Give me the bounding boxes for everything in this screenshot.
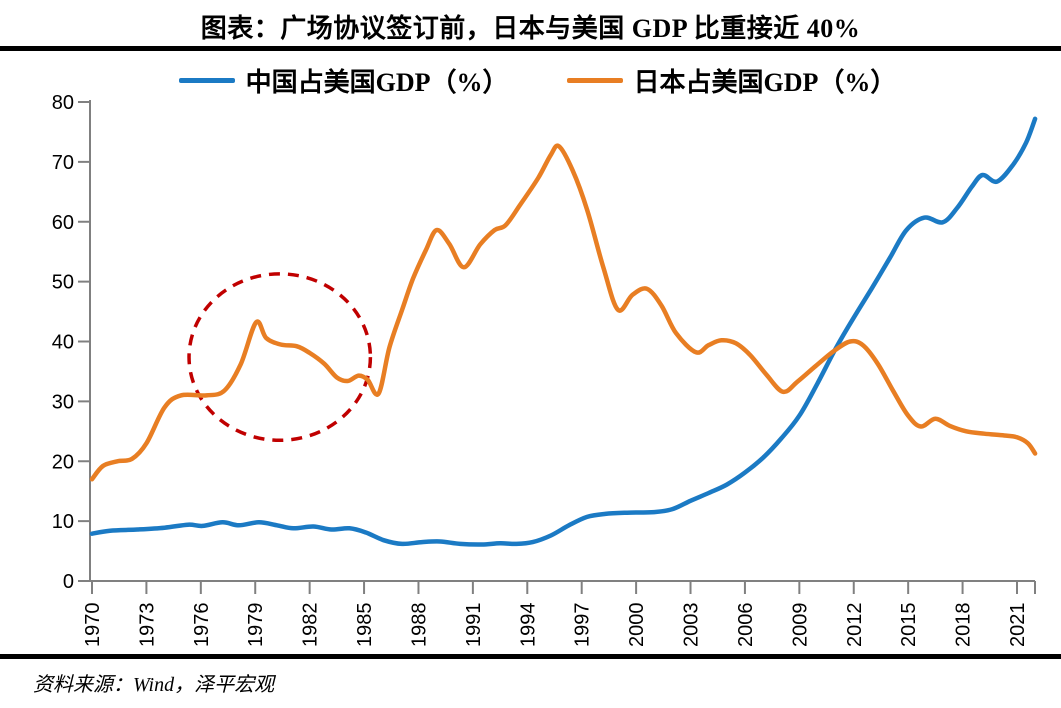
- top-divider-rule: [0, 46, 1061, 51]
- x-tick-label: 1985: [354, 603, 376, 648]
- x-tick-label: 2012: [844, 603, 866, 648]
- x-tick-label: 1976: [191, 603, 213, 648]
- bottom-divider-rule: [0, 654, 1061, 659]
- source-note: 资料来源：Wind，泽平宏观: [33, 674, 275, 696]
- annotation-dashed-circle: [187, 272, 373, 443]
- y-tick-label: 40: [52, 332, 74, 354]
- y-tick-label: 30: [52, 391, 74, 413]
- x-tick-label: 1991: [463, 603, 485, 648]
- y-tick-label: 60: [52, 212, 74, 234]
- x-tick-label: 2018: [953, 603, 975, 648]
- chart-title: 图表：广场协议签订前，日本与美国 GDP 比重接近 40%: [200, 14, 861, 43]
- x-tick-label: 1970: [82, 603, 104, 648]
- x-tick-label: 1982: [300, 603, 322, 648]
- x-tick-label: 2009: [789, 603, 811, 648]
- x-tick-label: 1997: [572, 603, 594, 648]
- x-tick-label: 2021: [1007, 603, 1029, 648]
- x-tick-label: 2006: [735, 603, 757, 648]
- legend-item-china: 中国占美国GDP（%）: [178, 62, 509, 99]
- y-tick-label: 50: [52, 272, 74, 294]
- y-tick-label: 0: [63, 571, 74, 593]
- x-tick-label: 1979: [245, 603, 267, 648]
- y-tick-label: 80: [52, 92, 74, 114]
- legend-item-japan: 日本占美国GDP（%）: [566, 62, 897, 99]
- japan-line-swatch: [566, 77, 623, 83]
- chart-legend: 中国占美国GDP（%） 日本占美国GDP（%）: [0, 60, 1061, 100]
- y-tick-label: 10: [52, 511, 74, 533]
- y-tick-label: 20: [52, 451, 74, 473]
- japan-series-line: [89, 143, 1038, 482]
- x-tick-label: 2003: [681, 603, 703, 648]
- y-tick-label: 70: [52, 152, 74, 174]
- x-tick-label: 1973: [136, 603, 158, 648]
- legend-label-japan: 日本占美国GDP（%）: [633, 67, 897, 97]
- x-tick-label: 2000: [626, 603, 648, 648]
- x-tick-label: 1988: [408, 603, 430, 648]
- x-tick-label: 1994: [517, 603, 539, 648]
- legend-label-china: 中国占美国GDP（%）: [245, 67, 509, 97]
- china-series-line: [89, 116, 1038, 547]
- x-tick-label: 2015: [898, 603, 920, 648]
- china-line-swatch: [178, 77, 235, 83]
